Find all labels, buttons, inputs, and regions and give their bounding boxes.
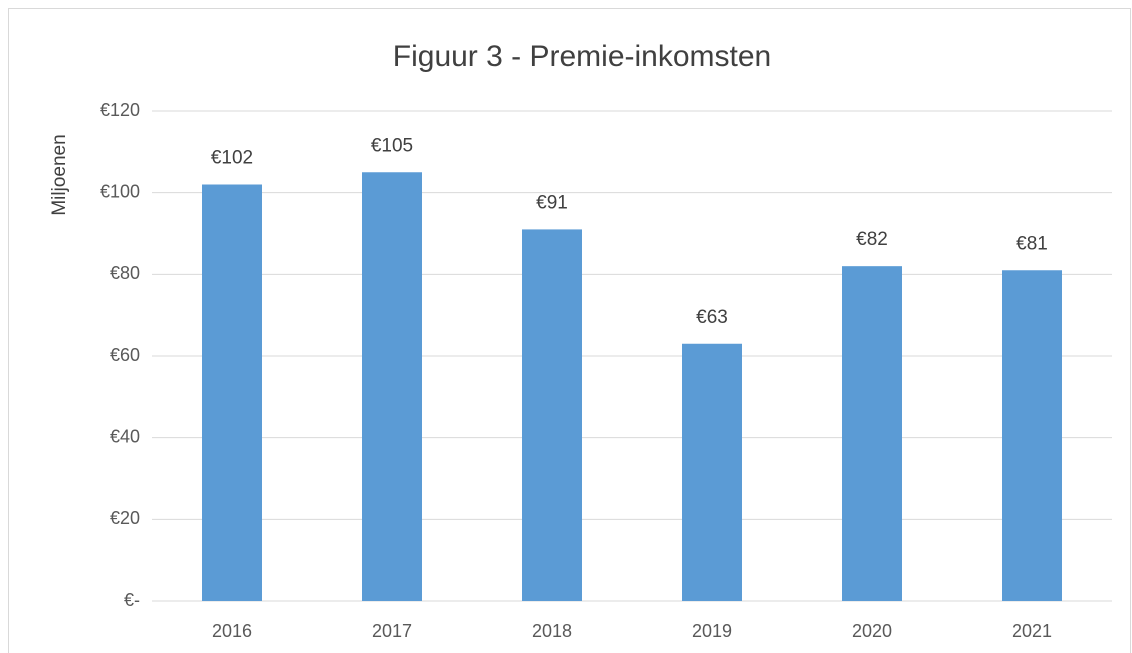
chart-title: Figuur 3 - Premie-inkomsten — [393, 40, 771, 73]
chart-border — [8, 8, 1131, 653]
bar — [1002, 270, 1062, 601]
x-tick-label: 2019 — [692, 621, 732, 641]
value-label: €63 — [696, 307, 728, 328]
bar — [362, 172, 422, 601]
y-tick-label: €100 — [100, 181, 140, 201]
value-label: €102 — [211, 148, 253, 169]
x-tick-label: 2020 — [852, 621, 892, 641]
y-tick-label: €20 — [110, 508, 140, 528]
value-label: €82 — [856, 229, 888, 250]
x-tick-label: 2018 — [532, 621, 572, 641]
bar — [842, 266, 902, 601]
y-tick-label: €40 — [110, 426, 140, 446]
y-tick-label: €60 — [110, 345, 140, 365]
y-axis-title: Miljoenen — [49, 134, 70, 215]
x-tick-label: 2016 — [212, 621, 252, 641]
bar — [202, 184, 262, 601]
y-tick-label: €80 — [110, 263, 140, 283]
x-tick-label: 2017 — [372, 621, 412, 641]
x-tick-label: 2021 — [1012, 621, 1052, 641]
bar — [522, 229, 582, 601]
value-label: €91 — [536, 192, 568, 213]
bar — [682, 343, 742, 601]
value-label: €105 — [371, 135, 413, 156]
y-tick-label: €120 — [100, 100, 140, 120]
value-label: €81 — [1016, 233, 1048, 254]
y-tick-label: €- — [124, 590, 140, 610]
